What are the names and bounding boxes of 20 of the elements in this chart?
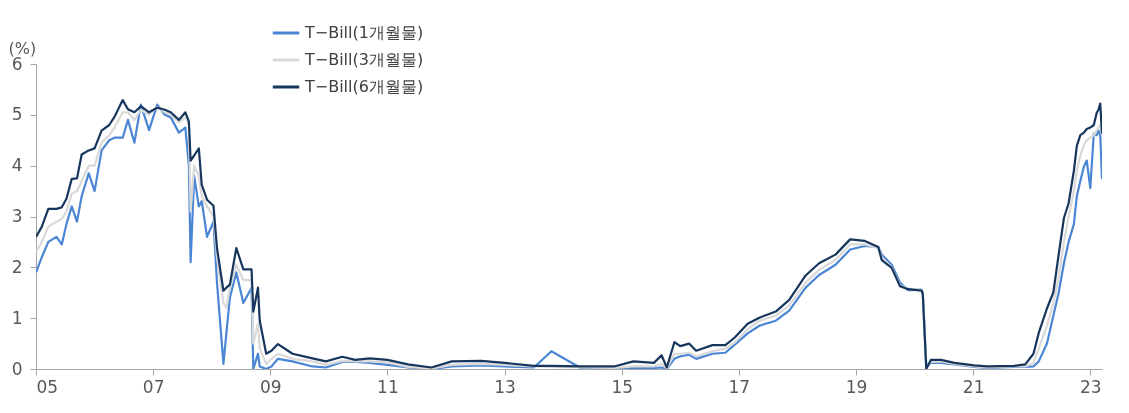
x-tick-label: 07 xyxy=(142,376,165,397)
x-tick-label: 21 xyxy=(962,376,985,397)
x-tick-label: 19 xyxy=(845,376,868,397)
legend-label: T−Bill(1개월물) xyxy=(304,23,424,42)
y-tick-label: 5 xyxy=(11,104,23,125)
y-tick-label: 0 xyxy=(11,358,23,379)
legend-label: T−Bill(3개월물) xyxy=(304,50,424,69)
y-tick-label: 2 xyxy=(11,256,23,277)
x-tick-label: 13 xyxy=(494,376,516,397)
legend-label: T−Bill(6개월물) xyxy=(304,77,424,96)
y-tick-label: 1 xyxy=(11,307,23,328)
x-tick-label: 09 xyxy=(259,376,282,397)
x-tick-label: 11 xyxy=(377,376,399,397)
x-tick-label: 15 xyxy=(611,376,634,397)
x-tick-label: 23 xyxy=(1079,376,1102,397)
y-tick-label: 3 xyxy=(11,206,23,226)
y-axis-title: (%) xyxy=(8,38,37,58)
y-tick-label: 4 xyxy=(11,155,23,176)
x-tick-label: 05 xyxy=(36,376,59,397)
x-tick-label: 17 xyxy=(728,376,751,397)
